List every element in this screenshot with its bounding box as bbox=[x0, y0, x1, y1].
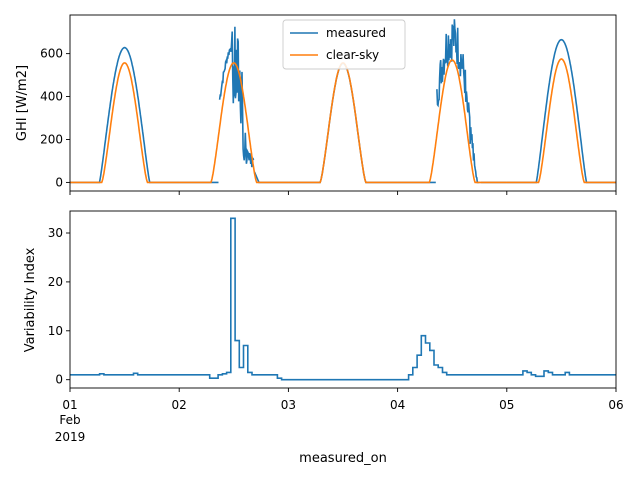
ghi-y-tick-label: 200 bbox=[40, 132, 63, 146]
measured-series-line bbox=[506, 38, 616, 184]
x-tick-month-label: Feb bbox=[59, 413, 80, 427]
legend-label-measured: measured bbox=[326, 26, 386, 40]
legend: measured clear-sky bbox=[282, 19, 406, 70]
variability-y-tick-label: 0 bbox=[55, 373, 63, 387]
variability-y-tick-label: 20 bbox=[48, 275, 63, 289]
variability-x-tick-label: 03 bbox=[281, 398, 296, 412]
variability-x-tick-label: 01 bbox=[62, 398, 77, 412]
variability-x-tick-label: 02 bbox=[172, 398, 187, 412]
legend-label-clear-sky: clear-sky bbox=[326, 48, 379, 62]
ghi-axes-frame bbox=[69, 14, 617, 192]
variability-x-tick-label: 04 bbox=[390, 398, 405, 412]
measured-series-line bbox=[70, 46, 180, 184]
measured-series-line bbox=[218, 26, 255, 168]
measured-series-line bbox=[288, 62, 398, 184]
ghi-x-ticks bbox=[69, 191, 617, 195]
variability-panel: 0 10 20 30 01 02 03 04 05 06 Variability Index F… bbox=[23, 210, 624, 466]
variability-axes-frame bbox=[69, 210, 617, 389]
measured-series-line bbox=[436, 19, 480, 184]
ghi-y-tick-label: 400 bbox=[40, 90, 63, 104]
measured-series-line bbox=[253, 171, 289, 184]
variability-y-tick-label: 30 bbox=[48, 226, 63, 240]
variability-y-tick-label: 10 bbox=[48, 324, 63, 338]
ghi-y-tick-label: 0 bbox=[55, 175, 63, 189]
x-tick-year-label: 2019 bbox=[55, 430, 86, 444]
ghi-panel: 0 200 400 600 GHI [W/m2] measured clear-sky bbox=[15, 14, 617, 195]
variability-x-tick-label: 05 bbox=[499, 398, 514, 412]
clear-sky-series-line bbox=[70, 58, 616, 184]
ghi-y-axis-label: GHI [W/m2] bbox=[15, 65, 30, 141]
ghi-y-ticks: 0 200 400 600 bbox=[40, 47, 70, 189]
x-axis-label: measured_on bbox=[299, 451, 387, 466]
variability-plot-area bbox=[70, 217, 616, 381]
ghi-y-tick-label: 600 bbox=[40, 47, 63, 61]
variability-x-tick-label: 06 bbox=[608, 398, 623, 412]
variability-x-ticks: 01 02 03 04 05 06 bbox=[62, 388, 624, 412]
variability-y-ticks: 0 10 20 30 bbox=[48, 226, 70, 387]
variability-series-line bbox=[70, 217, 616, 381]
variability-y-axis-label: Variability Index bbox=[23, 247, 38, 352]
